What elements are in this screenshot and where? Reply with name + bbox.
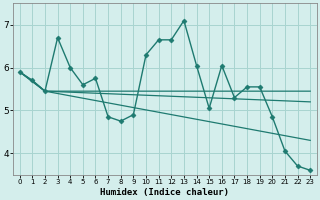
X-axis label: Humidex (Indice chaleur): Humidex (Indice chaleur) bbox=[100, 188, 229, 197]
